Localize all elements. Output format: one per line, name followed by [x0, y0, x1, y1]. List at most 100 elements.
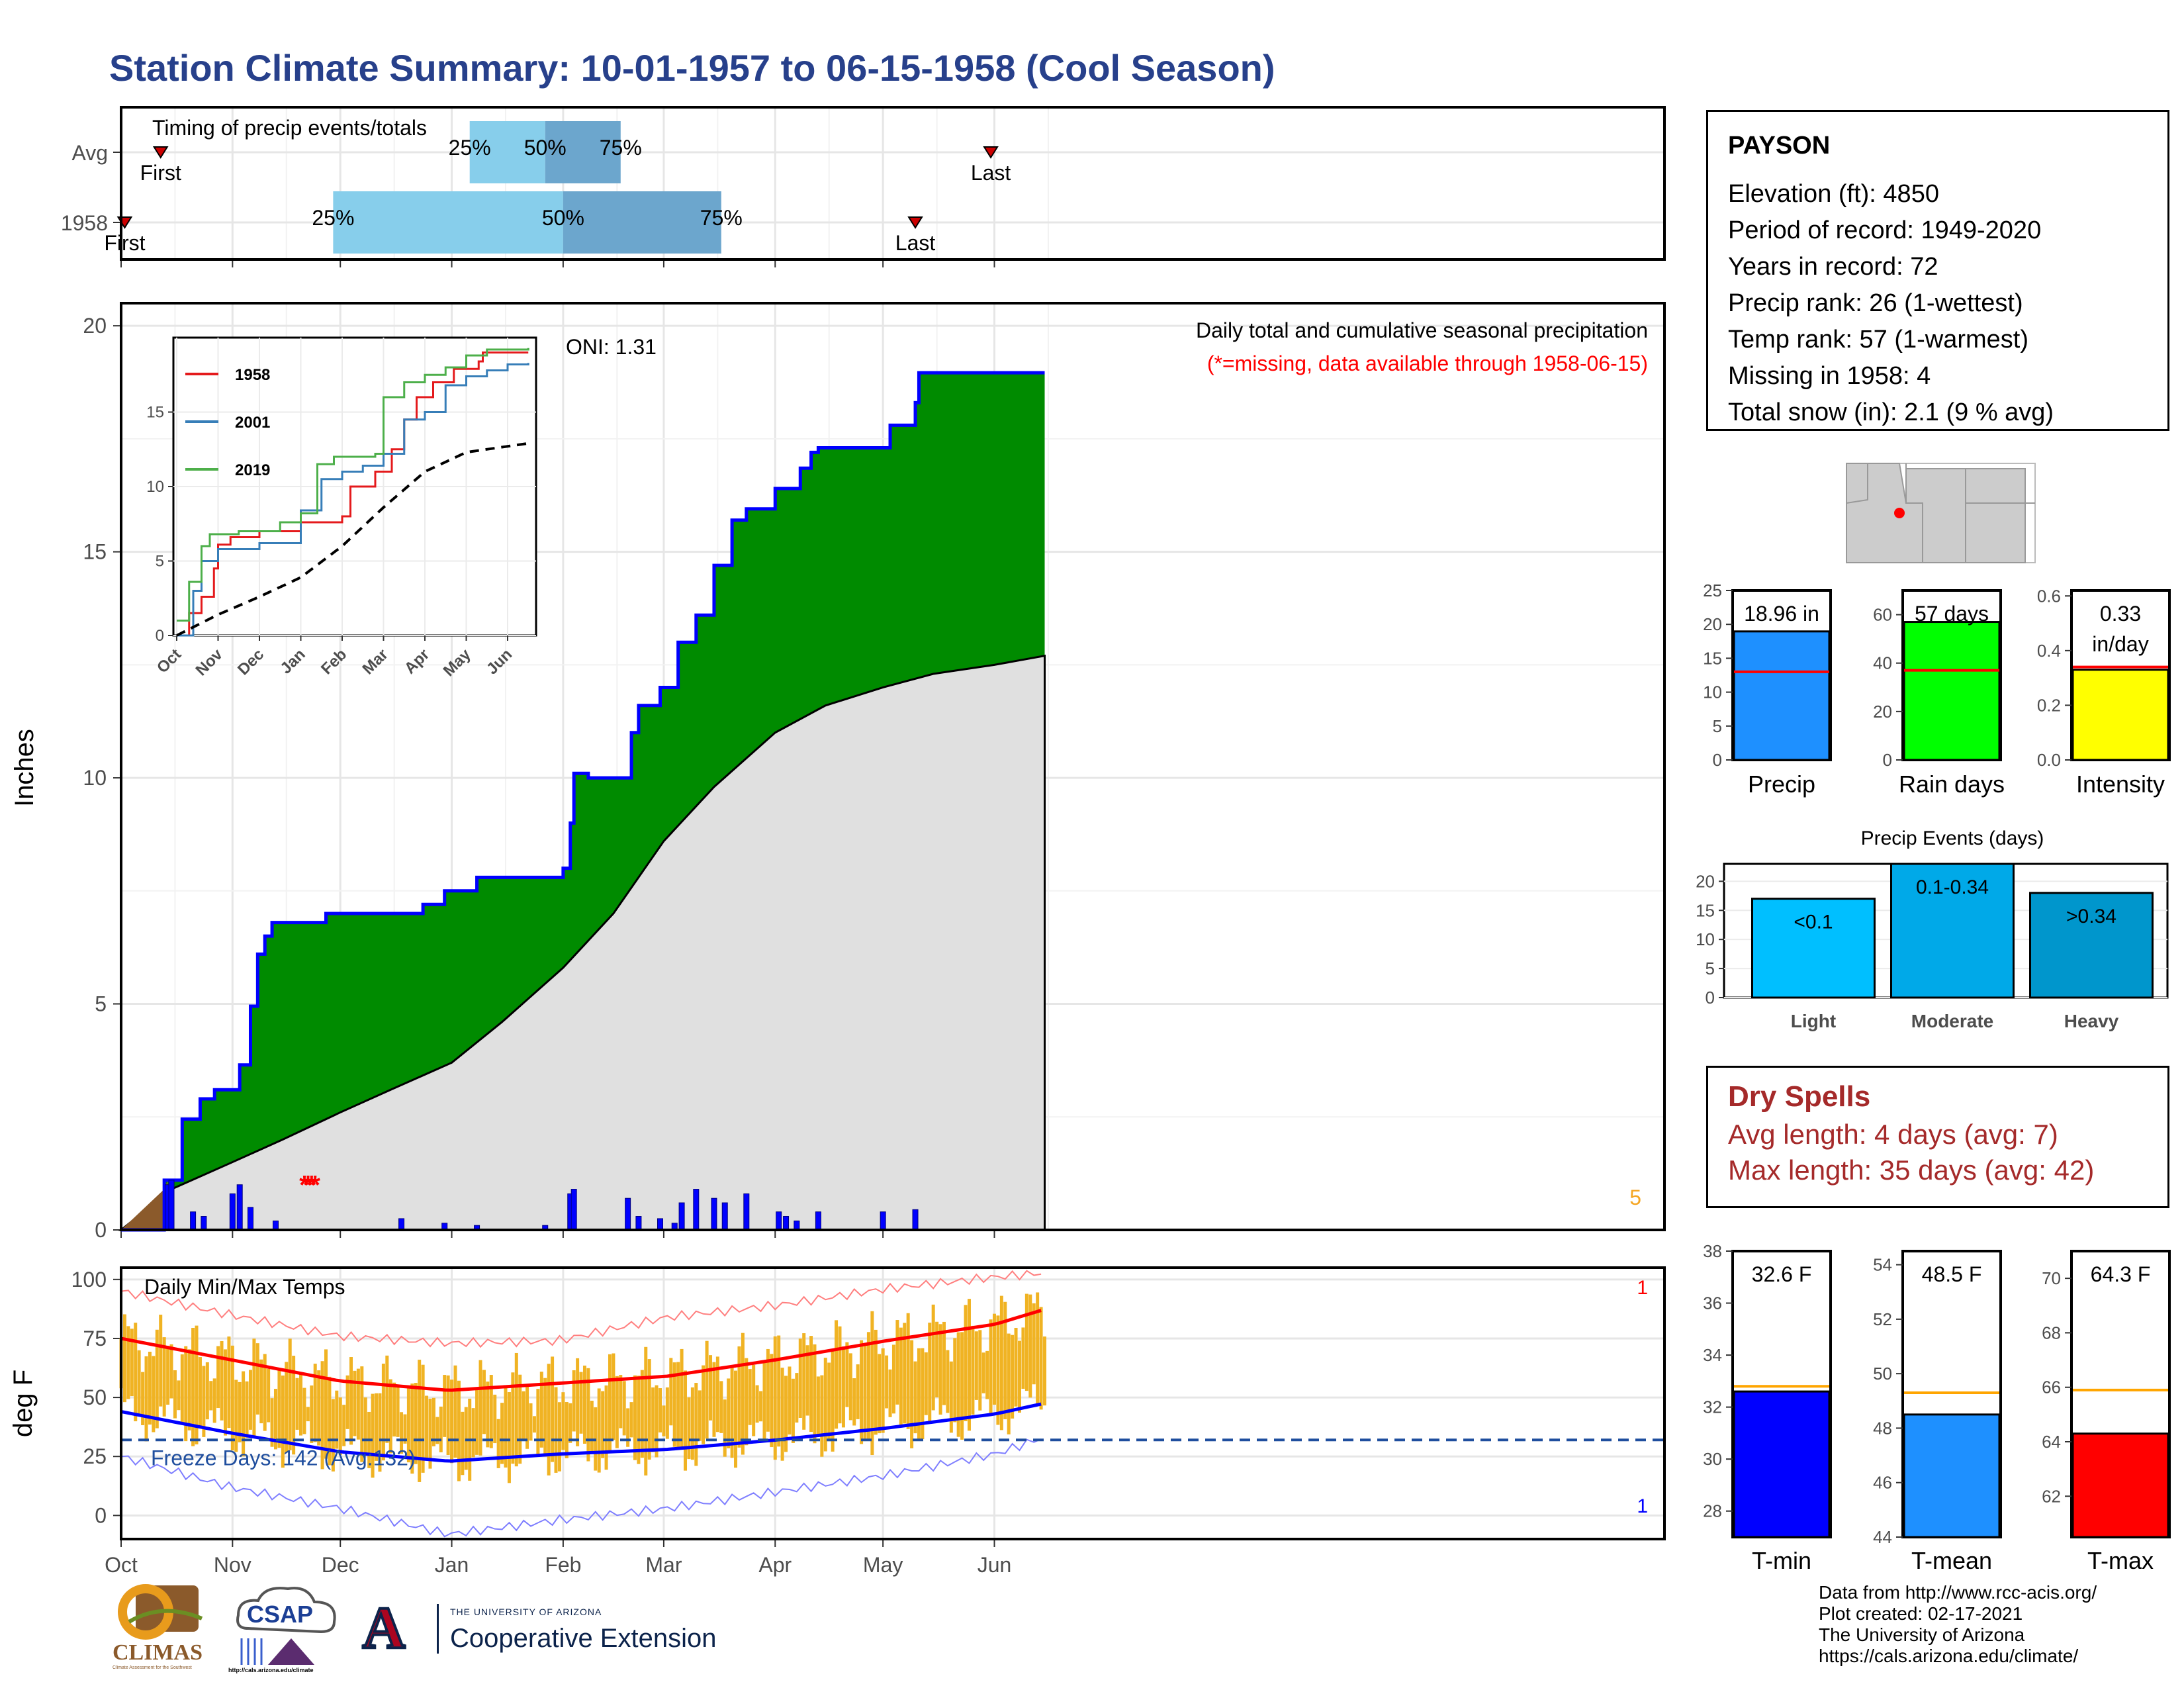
daily-temp-bar	[601, 1391, 605, 1458]
daily-temp-bar	[557, 1402, 561, 1472]
mini-x-label: Intensity	[2076, 771, 2165, 798]
daily-temp-bar	[1018, 1340, 1021, 1413]
daily-temp-bar	[629, 1402, 633, 1438]
daily-temp-bar	[263, 1354, 267, 1431]
daily-precip-bar	[272, 1220, 279, 1231]
daily-temp-bar	[910, 1340, 914, 1448]
daily-precip-bar	[398, 1218, 405, 1231]
daily-temp-bar	[752, 1364, 756, 1436]
missing-day-marker: *	[303, 1171, 314, 1200]
daily-temp-bar	[928, 1323, 932, 1423]
daily-temp-bar	[180, 1354, 184, 1423]
mini-y-tick-label: 46	[1873, 1473, 1892, 1493]
daily-precip-bar	[201, 1216, 207, 1231]
daily-temp-bar	[507, 1392, 511, 1483]
temp-summary-panels: 28 30 32 34 36 38 T-min 32.6 F 44 46 48 50 52 54 T-mea…	[1703, 1241, 2171, 1574]
mini-y-tick-label: 36	[1703, 1293, 1722, 1313]
daily-temp-bar	[809, 1336, 813, 1432]
average-cumulative-area	[118, 654, 1046, 1231]
daily-temp-bar	[626, 1408, 630, 1447]
first-event-label: First	[140, 161, 181, 185]
station-line: Elevation (ft): 4850	[1728, 180, 1939, 208]
daily-temp-bar	[328, 1376, 332, 1466]
daily-precip-bar	[721, 1202, 728, 1231]
timing-pct-label: 75%	[600, 136, 642, 160]
daily-temp-bar	[755, 1385, 759, 1423]
daily-temp-bar	[899, 1327, 903, 1428]
daily-temp-bar	[1024, 1293, 1028, 1391]
daily-temp-bar	[978, 1330, 982, 1411]
daily-temp-bar	[1021, 1327, 1025, 1389]
inset-chart: 0 5 10 15 Oct Nov Dec Jan Feb Mar Apr May Jun 1958 200…	[146, 336, 537, 680]
x-tick-label: Feb	[545, 1553, 581, 1577]
daily-temp-bar	[255, 1343, 259, 1415]
daily-temp-bar	[698, 1390, 702, 1441]
inset-x-tick-label: Mar	[359, 645, 391, 678]
daily-temp-bar	[439, 1406, 443, 1452]
daily-temp-bar	[385, 1355, 389, 1443]
daily-temp-bar	[841, 1346, 845, 1428]
observed-cumulative-line	[121, 371, 1045, 1232]
daily-temp-bar	[741, 1333, 745, 1455]
daily-temp-bar	[543, 1378, 547, 1457]
daily-temp-bar	[1007, 1333, 1011, 1434]
timing-pct-label: 50%	[542, 206, 584, 230]
daily-temp-bar	[669, 1358, 673, 1426]
mini-y-tick-label: 68	[2042, 1323, 2061, 1342]
inset-series-line	[177, 348, 529, 622]
daily-temp-bar	[680, 1348, 684, 1448]
daily-temp-bar	[443, 1375, 447, 1437]
daily-temp-bar	[748, 1369, 752, 1425]
daily-temp-bar	[162, 1337, 166, 1417]
daily-temp-bar	[881, 1348, 885, 1433]
inset-x-tick-label: Jun	[483, 645, 516, 678]
daily-temp-bar	[381, 1364, 385, 1461]
daily-temp-bar	[216, 1346, 220, 1409]
daily-temp-bar	[835, 1320, 839, 1429]
mini-y-tick-label: 20	[1703, 614, 1722, 634]
inset-series-line	[177, 363, 529, 637]
daily-temp-bar	[137, 1350, 141, 1417]
station-info-box: PAYSON Elevation (ft): 4850 Period of re…	[1706, 110, 2169, 431]
events-bar	[1751, 898, 1876, 999]
daily-temp-bar	[960, 1332, 964, 1440]
mini-y-tick-label: 64	[2042, 1432, 2061, 1452]
plot-frame	[120, 302, 1666, 1231]
mini-x-label: Rain days	[1899, 771, 2005, 798]
daily-temp-bar	[802, 1333, 806, 1430]
daily-temp-bar	[356, 1368, 360, 1440]
mini-value-label: 57 days	[1915, 602, 1989, 626]
daily-temp-bar	[464, 1407, 468, 1470]
mini-y-tick-label: 50	[1873, 1364, 1892, 1383]
daily-temp-bar	[788, 1366, 792, 1435]
mini-y-tick-label: 20	[1873, 702, 1892, 722]
inset-x-tick-label: Feb	[318, 645, 350, 678]
daily-precip-bar	[570, 1189, 577, 1231]
daily-temp-bar	[709, 1355, 713, 1421]
daily-temp-bar	[1014, 1327, 1018, 1407]
daily-temp-bar	[690, 1387, 694, 1460]
daily-temp-bar	[277, 1370, 281, 1448]
daily-temp-bar	[655, 1385, 659, 1458]
y-tick-label: 0	[95, 1503, 107, 1527]
station-line: Period of record: 1949-2020	[1728, 216, 2042, 244]
daily-temp-bar	[410, 1383, 414, 1474]
csap-logo: CSAP http://cals.arizona.edu/climate	[228, 1582, 347, 1675]
ua-big-text: Cooperative Extension	[450, 1624, 717, 1653]
daily-temp-bar	[838, 1326, 842, 1424]
cumulative-title: Daily total and cumulative seasonal prec…	[1196, 318, 1648, 342]
daily-temp-bar	[338, 1397, 342, 1455]
last-event-label: Last	[971, 161, 1011, 185]
mini-value-label: 0.33	[2100, 602, 2141, 626]
daily-temp-bar	[306, 1407, 310, 1422]
daily-temp-bar	[856, 1364, 860, 1419]
daily-temp-bar	[665, 1387, 669, 1439]
freeze-days-label: Freeze Days: 142 (Avg:132)	[151, 1446, 416, 1470]
timing-title: Timing of precip events/totals	[152, 116, 427, 140]
events-bar	[1890, 863, 2015, 999]
daily-temp-bar	[734, 1370, 738, 1468]
daily-temp-bar	[514, 1352, 518, 1467]
events-y-tick-label: 10	[1696, 929, 1715, 949]
timing-pct-label: 25%	[312, 206, 354, 230]
